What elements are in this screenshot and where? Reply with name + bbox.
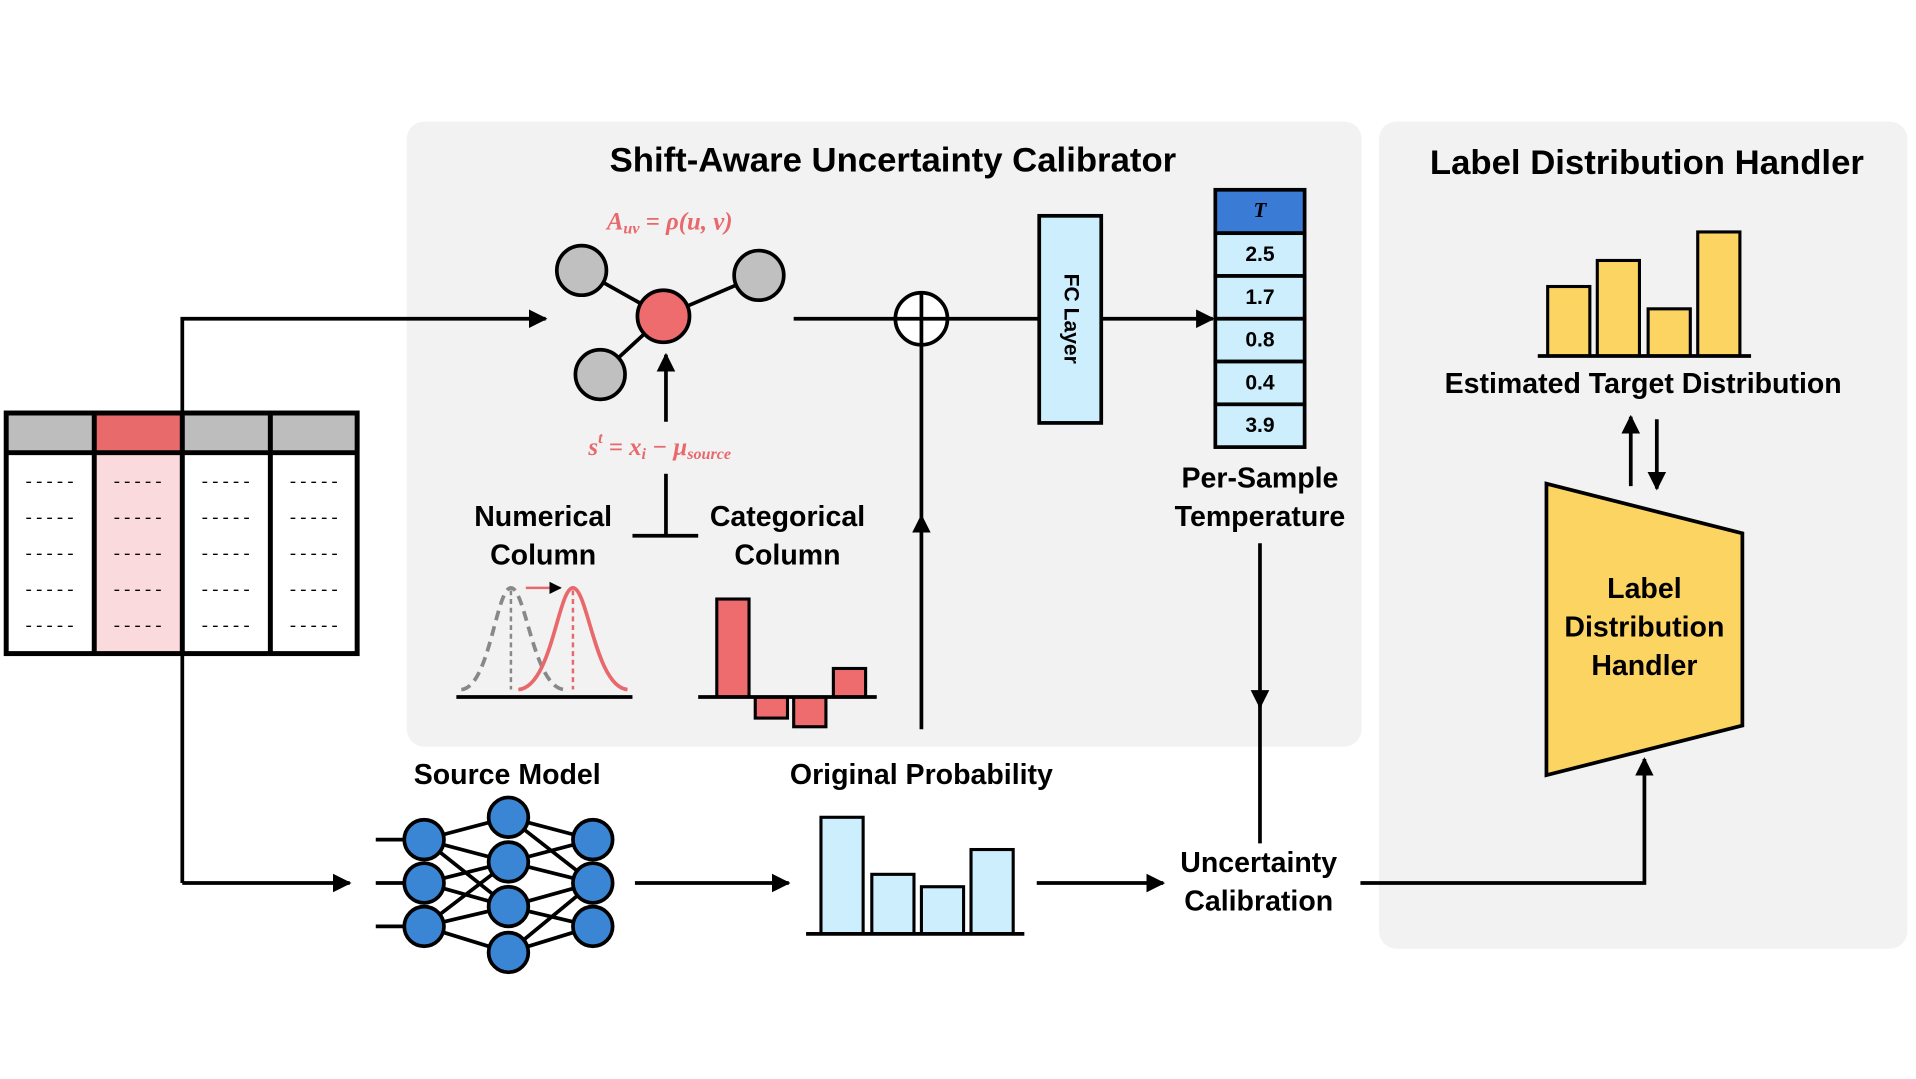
concat-operator <box>893 290 950 347</box>
arrow <box>180 309 548 884</box>
formula-part: A <box>605 208 624 235</box>
temperature-value: 3.9 <box>1245 414 1274 437</box>
formula-part: i <box>642 446 647 463</box>
calibrator-title: Shift-Aware Uncertainty Calibrator <box>610 142 1177 180</box>
temperature-header: T <box>1254 198 1268 222</box>
table-cell: ----- <box>112 582 164 601</box>
table-cell: ----- <box>24 582 76 601</box>
numerical-label: Numerical <box>474 501 612 533</box>
categorical-label: Column <box>734 539 840 571</box>
target-bars <box>1537 230 1752 358</box>
categorical-label: Categorical <box>710 501 865 533</box>
formula-part: = ρ(u, v) <box>639 208 732 235</box>
temperature-cell <box>1213 402 1307 449</box>
table-cell: ----- <box>288 474 340 493</box>
shift-formula: st = xi − μsource <box>587 430 731 463</box>
distribution-shift-icon <box>456 581 633 699</box>
graph <box>554 243 786 402</box>
probability-bars <box>806 815 1025 936</box>
formula-part: uv <box>623 220 640 237</box>
table-cell: ----- <box>288 510 340 529</box>
handler-block-label: Distribution <box>1564 611 1724 643</box>
formula-part: − μ <box>646 434 687 461</box>
estimated-label: Estimated Target Distribution <box>1445 368 1842 400</box>
formula-part: source <box>686 446 731 463</box>
table-cell: ----- <box>200 474 252 493</box>
table-cell: ----- <box>24 510 76 529</box>
table-cell: ----- <box>288 546 340 565</box>
handler-block-label: Handler <box>1591 650 1697 682</box>
neural-network-icon <box>375 795 615 975</box>
adjacency-formula: Auv = ρ(u, v) <box>605 208 733 237</box>
formula-part: s <box>587 434 598 461</box>
temperature-value: 1.7 <box>1245 286 1274 309</box>
temperature-label: Temperature <box>1175 501 1346 533</box>
table-cell: ----- <box>200 582 252 601</box>
table-cell: ----- <box>200 546 252 565</box>
temperature-cell <box>1213 231 1307 278</box>
table-cell: ----- <box>24 618 76 637</box>
handler-block-label: Label <box>1607 573 1681 605</box>
table-cell: ----- <box>24 474 76 493</box>
table-cell: ----- <box>200 510 252 529</box>
table-cell: ----- <box>112 474 164 493</box>
temperature-value: 0.4 <box>1245 371 1275 394</box>
temperature-cell <box>1213 316 1307 364</box>
temperature-label: Per-Sample <box>1182 463 1339 495</box>
fc-layer-label: FC Layer <box>1060 274 1083 364</box>
formula-part: t <box>598 430 603 447</box>
fc-layer-box <box>1037 213 1104 425</box>
handler-title: Label Distribution Handler <box>1430 144 1864 182</box>
table-cell: ----- <box>288 582 340 601</box>
numerical-label: Column <box>490 539 596 571</box>
original-probability-label: Original Probability <box>790 759 1053 791</box>
input-table <box>3 410 360 657</box>
table-cell: ----- <box>24 546 76 565</box>
categorical-shift-icon <box>698 597 877 729</box>
source-model-label: Source Model <box>414 759 601 791</box>
table-cell: ----- <box>200 618 252 637</box>
table-cell: ----- <box>112 510 164 529</box>
calibration-label: Calibration <box>1184 885 1333 917</box>
arrow <box>1360 757 1654 885</box>
table-cell: ----- <box>112 618 164 637</box>
table-cell: ----- <box>112 546 164 565</box>
temperature-value: 2.5 <box>1245 243 1275 266</box>
temperature-value: 0.8 <box>1245 329 1275 352</box>
temperature-cell <box>1213 359 1307 407</box>
calibration-label: Uncertainty <box>1180 847 1337 879</box>
calibrator-panel <box>406 121 1362 747</box>
formula-part: = x <box>603 434 642 461</box>
table-cell: ----- <box>288 618 340 637</box>
handler-block <box>1544 481 1745 778</box>
